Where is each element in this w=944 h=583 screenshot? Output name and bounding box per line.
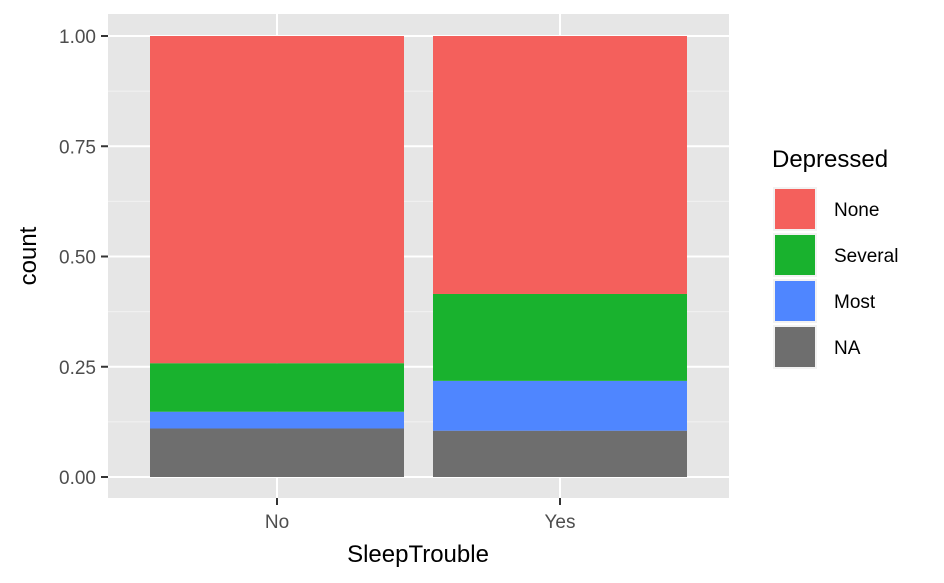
legend-swatch-several	[775, 235, 815, 275]
legend-title: Depressed	[772, 146, 888, 173]
legend-swatch-none	[775, 189, 815, 229]
bars	[150, 36, 687, 477]
bar-yes-several	[433, 293, 687, 381]
bar-no-none	[150, 36, 404, 364]
bar-no-na	[150, 428, 404, 477]
bar-yes-most	[433, 380, 687, 431]
bar-no-most	[150, 411, 404, 429]
bar-yes-none	[433, 36, 687, 294]
y-tick-label: 0.25	[59, 358, 96, 379]
x-axis: No Yes	[265, 498, 576, 533]
bar-yes-na	[433, 430, 687, 477]
y-axis: 0.00 0.25 0.50 0.75 1.00	[59, 27, 108, 489]
bar-no-several	[150, 363, 404, 412]
legend-swatch-most	[775, 281, 815, 321]
y-axis-title: count	[15, 226, 42, 285]
y-tick-label: 0.50	[59, 248, 96, 269]
legend: Depressed None Several Most NA	[772, 146, 898, 369]
x-tick-label: Yes	[545, 512, 576, 533]
legend-label-most: Most	[834, 292, 876, 313]
legend-label-na: NA	[834, 338, 861, 359]
y-tick-label: 0.00	[59, 468, 96, 489]
legend-label-several: Several	[834, 246, 898, 267]
y-tick-label: 0.75	[59, 137, 96, 158]
y-tick-label: 1.00	[59, 27, 96, 48]
legend-swatch-na	[775, 327, 815, 367]
legend-label-none: None	[834, 200, 879, 221]
x-axis-title: SleepTrouble	[347, 541, 489, 568]
x-tick-label: No	[265, 512, 289, 533]
